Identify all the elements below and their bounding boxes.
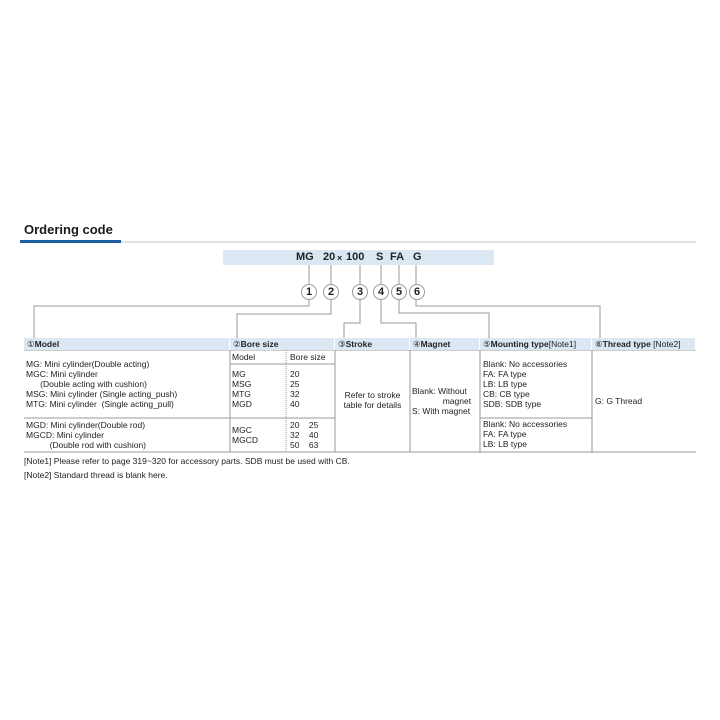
divider (121, 241, 696, 243)
code-stroke: 100 (346, 251, 365, 263)
bore-group-1-sizes: 20 25 32 40 (290, 369, 300, 409)
code-magnet: S (376, 251, 384, 263)
title-underline (20, 240, 121, 243)
note-2: [Note2] Standard thread is blank here. (24, 470, 168, 480)
header-stroke: ③Stroke (335, 338, 410, 350)
stroke-text: Refer to stroke table for details (343, 390, 402, 410)
code-bore: 20 (323, 251, 336, 263)
header-magnet: ④Magnet (410, 338, 480, 350)
bore-group-2-models: MGC MGCD (232, 425, 258, 445)
code-times: × (337, 253, 343, 263)
header-model: ①Model (24, 338, 230, 350)
thread-text: G: G Thread (595, 396, 643, 406)
bore-col-size: Bore size (290, 352, 326, 362)
header-thread: ⑥Thread type [Note2] (592, 338, 696, 350)
circle-5: 5 (391, 284, 407, 300)
bore-col-model: Model (232, 352, 256, 362)
code-mounting: FA (390, 251, 405, 263)
bore-group-1-models: MG MSG MTG MGD (232, 369, 252, 409)
mounting-group-2: Blank: No accessories FA: FA type LB: LB… (483, 419, 568, 449)
mounting-group-1: Blank: No accessories FA: FA type LB: LB… (483, 359, 568, 409)
code-thread: G (413, 251, 422, 263)
model-group-2: MGD: Mini cylinder(Double rod) MGCD: Min… (26, 420, 146, 450)
circle-6: 6 (409, 284, 425, 300)
section-title: Ordering code (24, 222, 113, 237)
note-1: [Note1] Please refer to page 319~320 for… (24, 456, 350, 466)
circle-3: 3 (352, 284, 368, 300)
code-bar (223, 250, 494, 265)
header-mounting: ⑤Mounting type[Note1] (480, 338, 592, 350)
model-group-1: MG: Mini cylinder(Double acting) MGC: Mi… (26, 359, 178, 409)
bore-group-2-sizes: 20 25 32 40 50 63 (290, 420, 319, 450)
circle-2: 2 (323, 284, 339, 300)
circle-4: 4 (373, 284, 389, 300)
circle-1: 1 (301, 284, 317, 300)
header-bore: ②Bore size (230, 338, 335, 350)
magnet-text: Blank: Without magnet S: With magnet (412, 386, 472, 416)
code-model: MG (296, 251, 314, 263)
